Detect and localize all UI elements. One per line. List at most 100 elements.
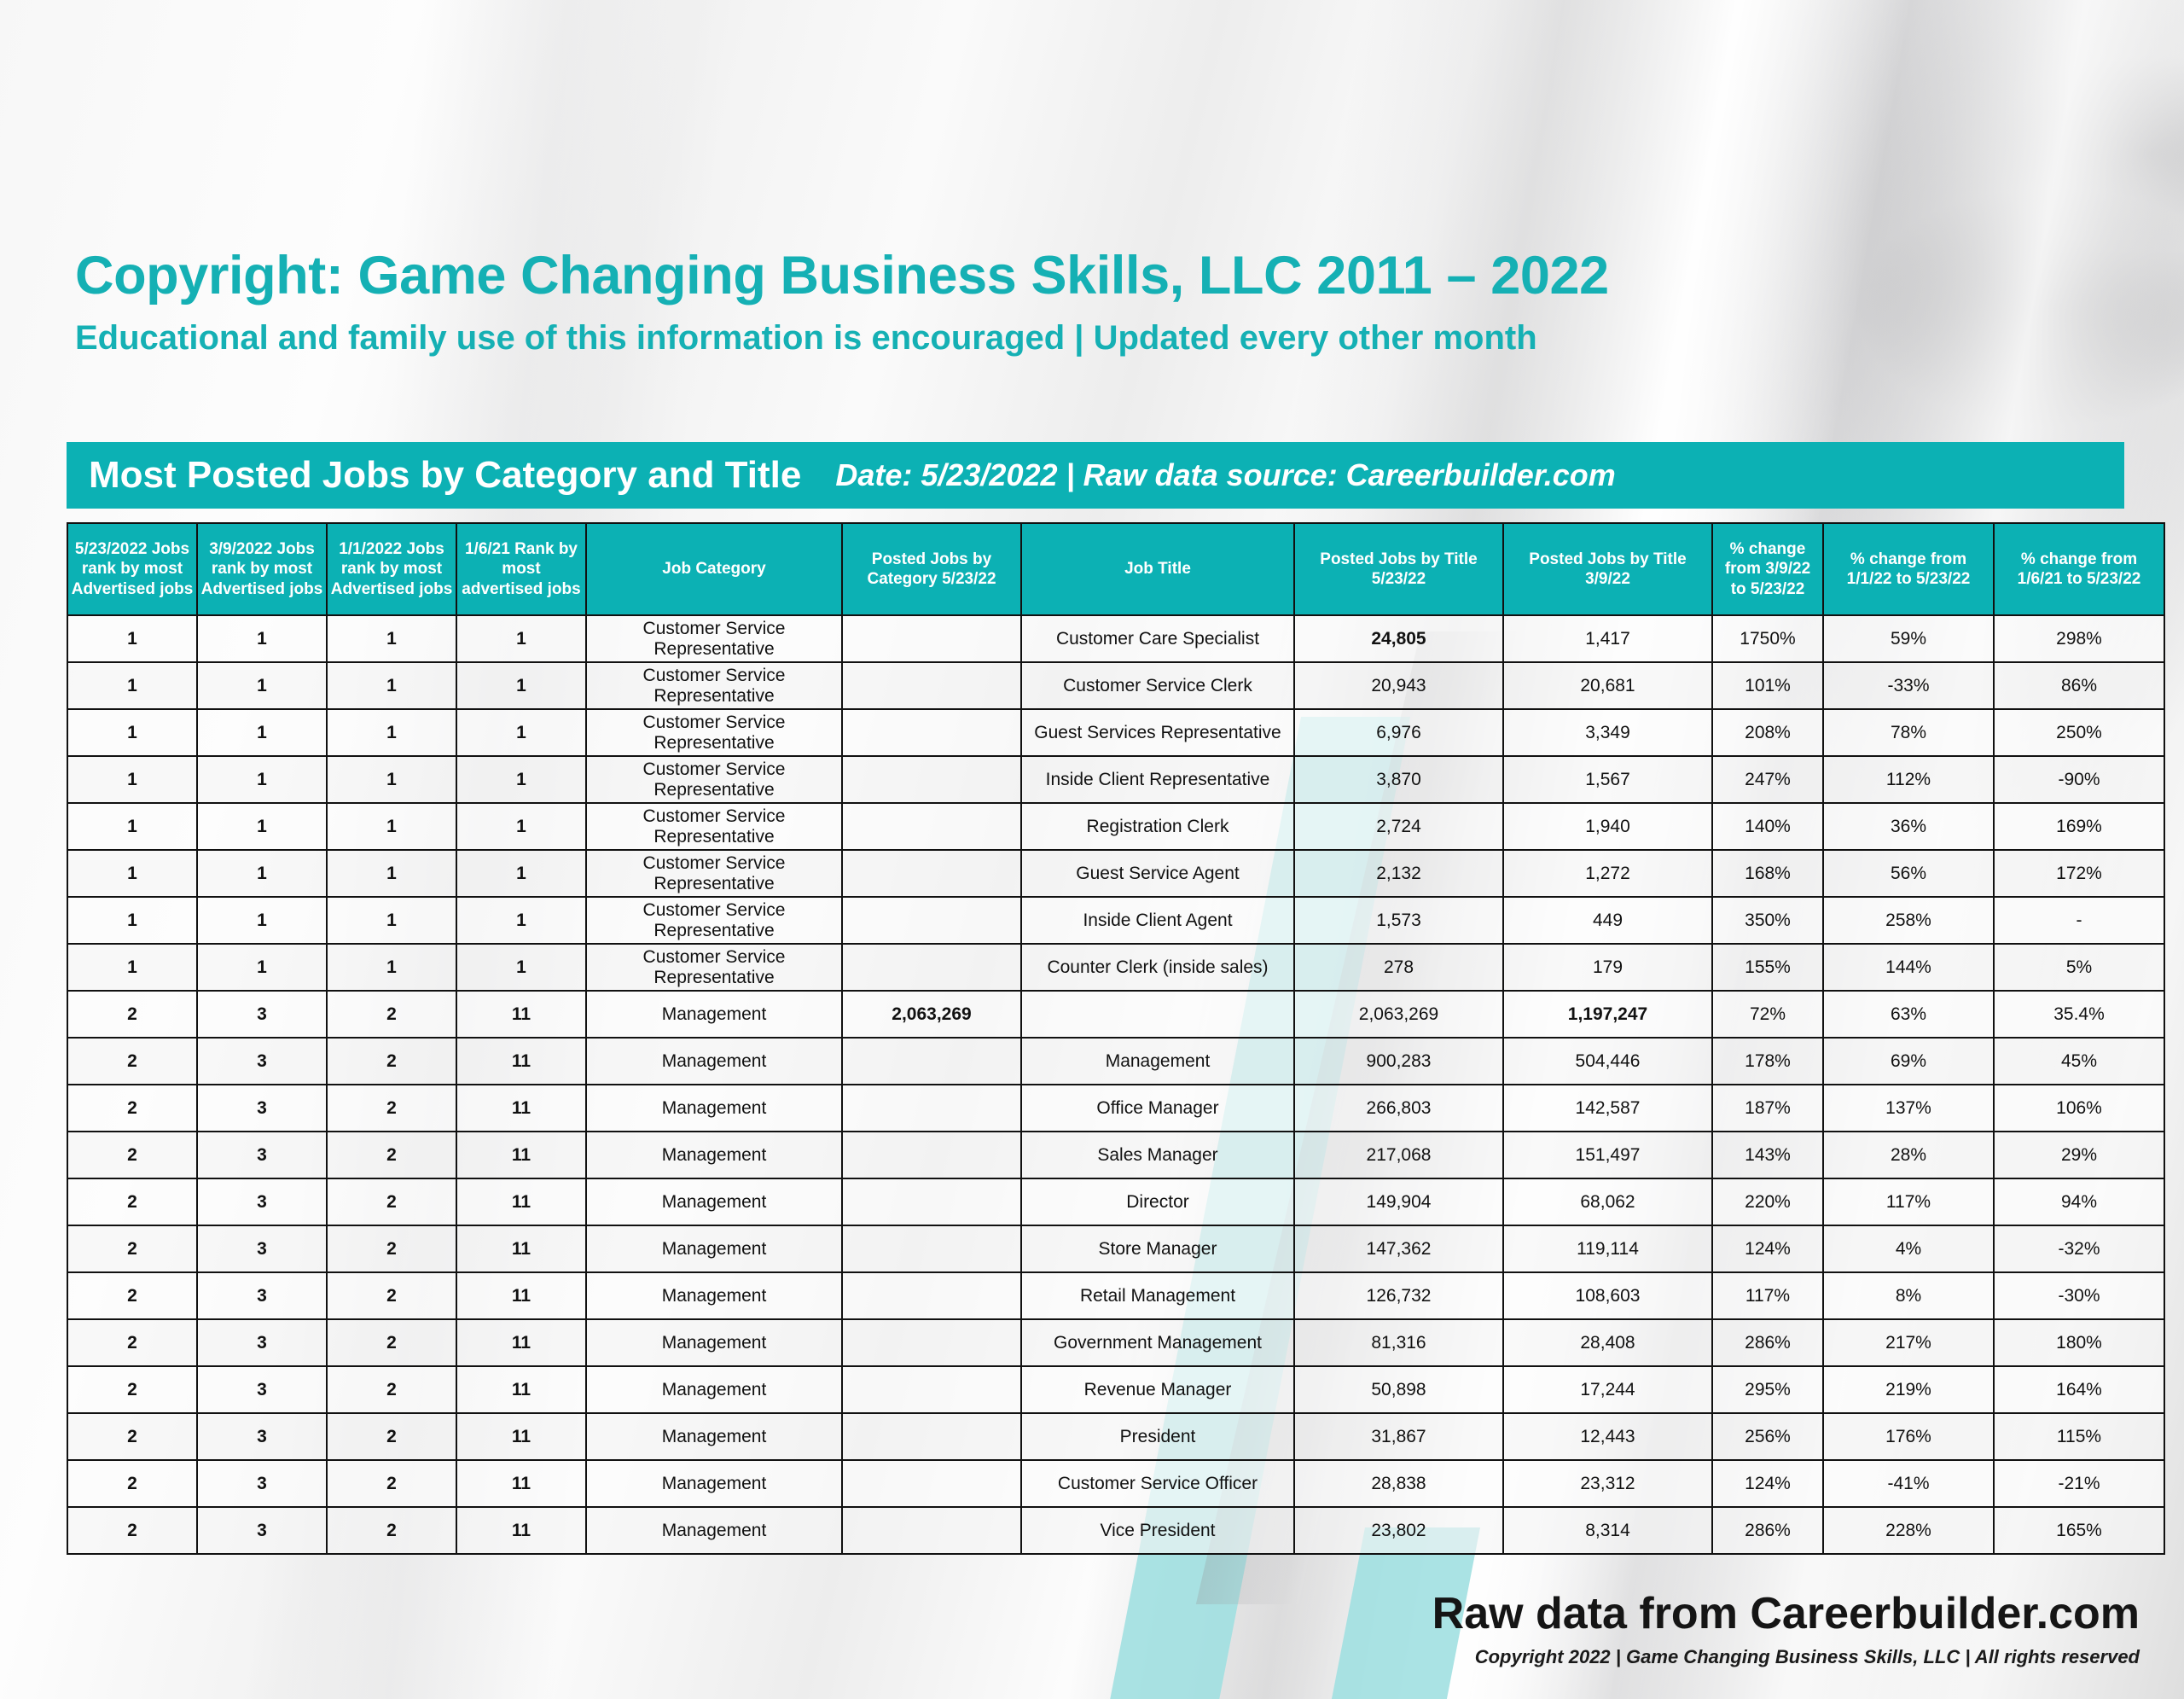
cell-r6-c4: Customer Service Representative (585, 896, 843, 945)
cell-r5-c8: 1,272 (1502, 849, 1713, 898)
cell-r19-c4: Management (585, 1506, 843, 1555)
cell-r18-c3: 11 (456, 1459, 587, 1508)
cell-r7-c4: Customer Service Representative (585, 943, 843, 992)
cell-r1-c5 (841, 661, 1022, 710)
column-header-9[interactable]: % change from 3/9/22 to 5/23/22 (1711, 522, 1824, 616)
cell-r4-c6: Registration Clerk (1020, 802, 1295, 851)
cell-r4-c4: Customer Service Representative (585, 802, 843, 851)
cell-r13-c2: 2 (326, 1225, 457, 1273)
cell-r19-c10: 228% (1822, 1506, 1995, 1555)
cell-r8-c8: 1,197,247 (1502, 990, 1713, 1039)
column-header-7[interactable]: Posted Jobs by Title 5/23/22 (1293, 522, 1504, 616)
cell-r11-c10: 28% (1822, 1131, 1995, 1179)
column-header-5[interactable]: Posted Jobs by Category 5/23/22 (841, 522, 1022, 616)
cell-r16-c9: 295% (1711, 1365, 1824, 1414)
column-header-4[interactable]: Job Category (585, 522, 843, 616)
cell-r1-c8: 20,681 (1502, 661, 1713, 710)
cell-r0-c0: 1 (67, 614, 198, 663)
cell-r3-c0: 1 (67, 755, 198, 804)
cell-r3-c11: -90% (1993, 755, 2165, 804)
column-header-1[interactable]: 3/9/2022 Jobs rank by most Advertised jo… (196, 522, 328, 616)
cell-r18-c10: -41% (1822, 1459, 1995, 1508)
table-row: 2 3 2 11 Management 2,063,269 2,063,269 1,197,2… (67, 990, 2165, 1039)
cell-r17-c9: 256% (1711, 1412, 1824, 1461)
cell-r10-c0: 2 (67, 1084, 198, 1132)
footer-source: Raw data from Careerbuilder.com (1432, 1589, 2140, 1638)
cell-r9-c4: Management (585, 1037, 843, 1085)
table-row: 1 1 1 1 Customer Service Representative Count… (67, 943, 2165, 992)
table-row: 2 3 2 11 Management Store Manager 147,362 119,1… (67, 1225, 2165, 1273)
cell-r13-c8: 119,114 (1502, 1225, 1713, 1273)
cell-r0-c8: 1,417 (1502, 614, 1713, 663)
column-header-11[interactable]: % change from 1/6/21 to 5/23/22 (1993, 522, 2165, 616)
cell-r9-c2: 2 (326, 1037, 457, 1085)
cell-r10-c10: 137% (1822, 1084, 1995, 1132)
cell-r7-c0: 1 (67, 943, 198, 992)
column-header-10[interactable]: % change from 1/1/22 to 5/23/22 (1822, 522, 1995, 616)
column-header-8[interactable]: Posted Jobs by Title 3/9/22 (1502, 522, 1713, 616)
cell-r14-c1: 3 (196, 1271, 328, 1320)
page-title: Copyright: Game Changing Business Skills… (75, 246, 1609, 305)
cell-r9-c9: 178% (1711, 1037, 1824, 1085)
cell-r5-c2: 1 (326, 849, 457, 898)
cell-r17-c1: 3 (196, 1412, 328, 1461)
cell-r5-c10: 56% (1822, 849, 1995, 898)
cell-r10-c7: 266,803 (1293, 1084, 1504, 1132)
cell-r4-c8: 1,940 (1502, 802, 1713, 851)
cell-r3-c2: 1 (326, 755, 457, 804)
cell-r1-c1: 1 (196, 661, 328, 710)
cell-r12-c7: 149,904 (1293, 1178, 1504, 1226)
column-header-3[interactable]: 1/6/21 Rank by most advertised jobs (456, 522, 587, 616)
cell-r6-c7: 1,573 (1293, 896, 1504, 945)
cell-r8-c10: 63% (1822, 990, 1995, 1039)
cell-r3-c8: 1,567 (1502, 755, 1713, 804)
cell-r4-c0: 1 (67, 802, 198, 851)
cell-r5-c9: 168% (1711, 849, 1824, 898)
cell-r0-c6: Customer Care Specialist (1020, 614, 1295, 663)
cell-r18-c6: Customer Service Officer (1020, 1459, 1295, 1508)
cell-r10-c2: 2 (326, 1084, 457, 1132)
cell-r1-c2: 1 (326, 661, 457, 710)
cell-r18-c2: 2 (326, 1459, 457, 1508)
cell-r7-c3: 1 (456, 943, 587, 992)
cell-r9-c3: 11 (456, 1037, 587, 1085)
cell-r12-c11: 94% (1993, 1178, 2165, 1226)
cell-r2-c4: Customer Service Representative (585, 708, 843, 757)
table-row: 2 3 2 11 Management Director 149,904 68,062 220%… (67, 1178, 2165, 1226)
cell-r2-c9: 208% (1711, 708, 1824, 757)
cell-r2-c5 (841, 708, 1022, 757)
table-header: 5/23/2022 Jobs rank by most Advertised j… (67, 522, 2165, 616)
cell-r19-c0: 2 (67, 1506, 198, 1555)
cell-r10-c3: 11 (456, 1084, 587, 1132)
cell-r1-c10: -33% (1822, 661, 1995, 710)
cell-r14-c6: Retail Management (1020, 1271, 1295, 1320)
cell-r14-c5 (841, 1271, 1022, 1320)
cell-r12-c4: Management (585, 1178, 843, 1226)
cell-r19-c3: 11 (456, 1506, 587, 1555)
cell-r17-c2: 2 (326, 1412, 457, 1461)
cell-r11-c4: Management (585, 1131, 843, 1179)
cell-r9-c5 (841, 1037, 1022, 1085)
cell-r8-c5: 2,063,269 (841, 990, 1022, 1039)
cell-r7-c1: 1 (196, 943, 328, 992)
footer: Raw data from Careerbuilder.com Copyrigh… (1432, 1588, 2140, 1668)
cell-r6-c1: 1 (196, 896, 328, 945)
table-row: 1 1 1 1 Customer Service Representative Guest… (67, 708, 2165, 757)
cell-r3-c5 (841, 755, 1022, 804)
cell-r1-c0: 1 (67, 661, 198, 710)
cell-r13-c11: -32% (1993, 1225, 2165, 1273)
table-row: 1 1 1 1 Customer Service Representative Custo… (67, 614, 2165, 663)
banner-meta: Date: 5/23/2022 | Raw data source: Caree… (835, 457, 1616, 492)
cell-r7-c7: 278 (1293, 943, 1504, 992)
table-row: 1 1 1 1 Customer Service Representative Regis… (67, 802, 2165, 851)
column-header-0[interactable]: 5/23/2022 Jobs rank by most Advertised j… (67, 522, 198, 616)
cell-r16-c7: 50,898 (1293, 1365, 1504, 1414)
table-row: 2 3 2 11 Management Office Manager 266,803 142,… (67, 1084, 2165, 1132)
column-header-6[interactable]: Job Title (1020, 522, 1295, 616)
cell-r11-c8: 151,497 (1502, 1131, 1713, 1179)
column-header-2[interactable]: 1/1/2022 Jobs rank by most Advertised jo… (326, 522, 457, 616)
cell-r6-c9: 350% (1711, 896, 1824, 945)
cell-r10-c6: Office Manager (1020, 1084, 1295, 1132)
cell-r15-c9: 286% (1711, 1318, 1824, 1367)
